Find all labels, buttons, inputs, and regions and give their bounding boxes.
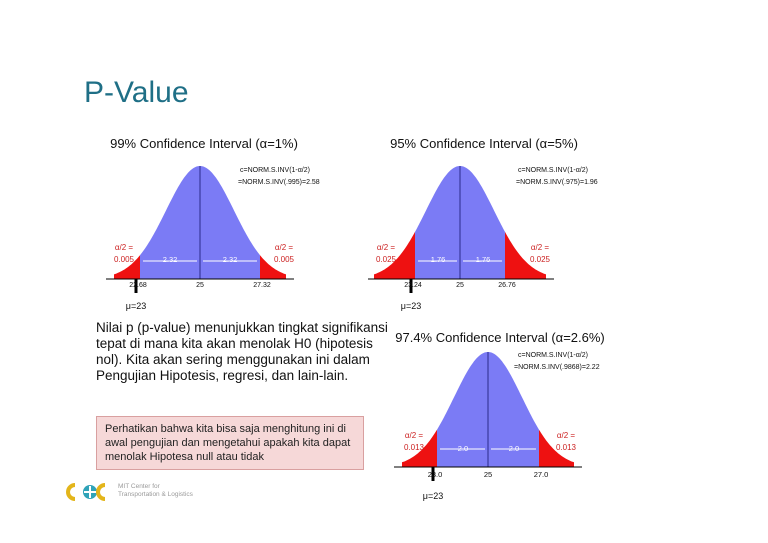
half-width-left-label: 1.76 xyxy=(431,255,446,264)
alpha-right-label: α/2 = xyxy=(557,431,576,440)
tick-label-center: 25 xyxy=(196,282,204,289)
half-width-right-label: 2.0 xyxy=(509,444,519,453)
alpha-right-label: α/2 = xyxy=(531,243,550,252)
half-width-left-label: 2.32 xyxy=(163,255,178,264)
alpha-left-value: 0.013 xyxy=(404,443,425,452)
mit-ctl-logo xyxy=(66,483,106,501)
tail-left xyxy=(114,255,140,279)
tick-label-right: 26.76 xyxy=(498,282,516,289)
mu-label: μ=23 xyxy=(126,301,146,311)
formula-line-1: c=NORM.S.INV(1-α/2) xyxy=(240,167,310,174)
note-box: Perhatikan bahwa kita bisa saja menghitu… xyxy=(96,416,364,470)
alpha-left-label: α/2 = xyxy=(405,431,424,440)
logo-caption: MIT Center for Transportation & Logistic… xyxy=(118,483,193,499)
formula-line-1: c=NORM.S.INV(1-α/2) xyxy=(518,167,588,174)
alpha-right-value: 0.013 xyxy=(556,443,577,452)
tail-left xyxy=(402,429,437,467)
ci-95-chart: 95% Confidence Interval (α=5%) c=NORM.S.… xyxy=(368,136,600,312)
mu-label: μ=23 xyxy=(423,491,443,501)
tick-label-center: 25 xyxy=(484,470,492,479)
mu-label: μ=23 xyxy=(401,301,421,311)
tick-label-center: 25 xyxy=(456,282,464,289)
half-width-right-label: 1.76 xyxy=(476,255,491,264)
ci-97-4-chart: 97.4% Confidence Interval (α=2.6%) c=NOR… xyxy=(384,330,616,502)
chart-title: 97.4% Confidence Interval (α=2.6%) xyxy=(395,330,605,345)
logo-line-1: MIT Center for xyxy=(118,483,160,490)
ci-99-chart: 99% Confidence Interval (α=1%) c=NORM.S.… xyxy=(88,136,320,312)
alpha-right-value: 0.025 xyxy=(530,255,551,264)
alpha-left-value: 0.005 xyxy=(114,255,135,264)
chart-title: 99% Confidence Interval (α=1%) xyxy=(110,136,298,151)
formula-line-2: =NORM.S.INV(.995)=2.58 xyxy=(238,179,320,186)
tail-right xyxy=(260,255,286,279)
formula-line-1: c=NORM.S.INV(1-α/2) xyxy=(518,352,588,359)
alpha-left-label: α/2 = xyxy=(115,243,134,252)
alpha-left-value: 0.025 xyxy=(376,255,397,264)
p-value-explanation: Nilai p (p-value) menunjukkan tingkat si… xyxy=(96,320,388,383)
slide-title: P-Value xyxy=(84,76,189,109)
alpha-left-label: α/2 = xyxy=(377,243,396,252)
formula-line-2: =NORM.S.INV(.9868)=2.22 xyxy=(514,364,600,371)
alpha-right-label: α/2 = xyxy=(275,243,294,252)
tick-label-left: 23.0 xyxy=(428,470,443,479)
alpha-right-value: 0.005 xyxy=(274,255,295,264)
chart-title: 95% Confidence Interval (α=5%) xyxy=(390,136,578,151)
tick-label-left: 22.68 xyxy=(129,282,147,289)
tick-label-right: 27.0 xyxy=(534,470,549,479)
tail-right xyxy=(505,231,546,279)
tick-label-right: 27.32 xyxy=(253,282,271,289)
logo-line-2: Transportation & Logistics xyxy=(118,491,193,498)
half-width-left-label: 2.0 xyxy=(458,444,468,453)
formula-line-2: =NORM.S.INV(.975)=1.96 xyxy=(516,179,598,186)
tick-label-left: 23.24 xyxy=(404,282,422,289)
tail-left xyxy=(374,231,415,279)
tail-right xyxy=(539,429,574,467)
half-width-right-label: 2.32 xyxy=(223,255,238,264)
